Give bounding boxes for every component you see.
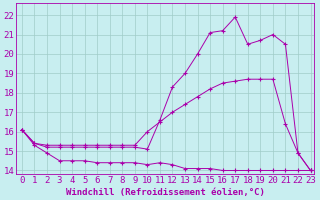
X-axis label: Windchill (Refroidissement éolien,°C): Windchill (Refroidissement éolien,°C): [66, 188, 264, 197]
